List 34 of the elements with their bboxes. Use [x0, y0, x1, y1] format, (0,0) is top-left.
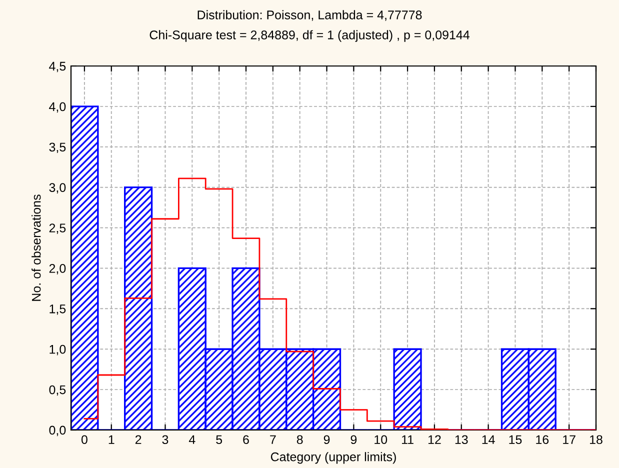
y-tick-label: 2,0: [49, 264, 66, 274]
chart-subtitle: Chi-Square test = 2,84889, df = 1 (adjusted) , p = 0,09144: [150, 30, 470, 42]
y-tick-label: 1,5: [50, 304, 66, 315]
y-tick-label: 2,5: [49, 224, 66, 234]
x-axis-title: Category (upper limits): [270, 452, 396, 464]
x-tick-label: 16: [536, 435, 549, 444]
y-tick-label: 3,5: [49, 142, 66, 154]
x-tick-label: 9: [350, 435, 357, 444]
x-tick-label: 7: [270, 435, 276, 444]
x-tick-label: 0: [81, 435, 88, 444]
x-tick-label: 11: [402, 435, 414, 444]
y-tick-label: 1,0: [50, 344, 66, 356]
x-tick-label: 1: [108, 435, 114, 444]
y-tick-label: 3,0: [49, 183, 66, 194]
x-tick-label: 3: [162, 435, 168, 444]
x-tick-label: 6: [243, 435, 249, 444]
x-tick-label: 4: [188, 435, 196, 444]
x-tick-label: 8: [296, 435, 303, 444]
y-tick-label: 0,5: [49, 385, 66, 396]
x-tick-label: 13: [455, 435, 468, 444]
chart-title: Distribution: Poisson, Lambda = 4,77778: [198, 10, 422, 21]
x-tick-label: 18: [590, 435, 602, 444]
x-tick-label: 2: [135, 435, 142, 444]
x-tick-label: 9: [324, 435, 330, 444]
x-tick-label: 5: [216, 435, 222, 444]
y-axis-title: No. of observations: [32, 194, 41, 301]
y-tick-label: 0,0: [49, 426, 66, 436]
x-tick-label: 12: [428, 435, 441, 444]
x-tick-label: 15: [509, 435, 522, 444]
x-tick-label: 10: [374, 435, 388, 444]
y-tick-label: 4,0: [49, 102, 66, 113]
x-tick-label: 17: [563, 435, 576, 444]
y-tick-label: 4,5: [49, 62, 66, 72]
x-tick-label: 14: [482, 435, 495, 444]
